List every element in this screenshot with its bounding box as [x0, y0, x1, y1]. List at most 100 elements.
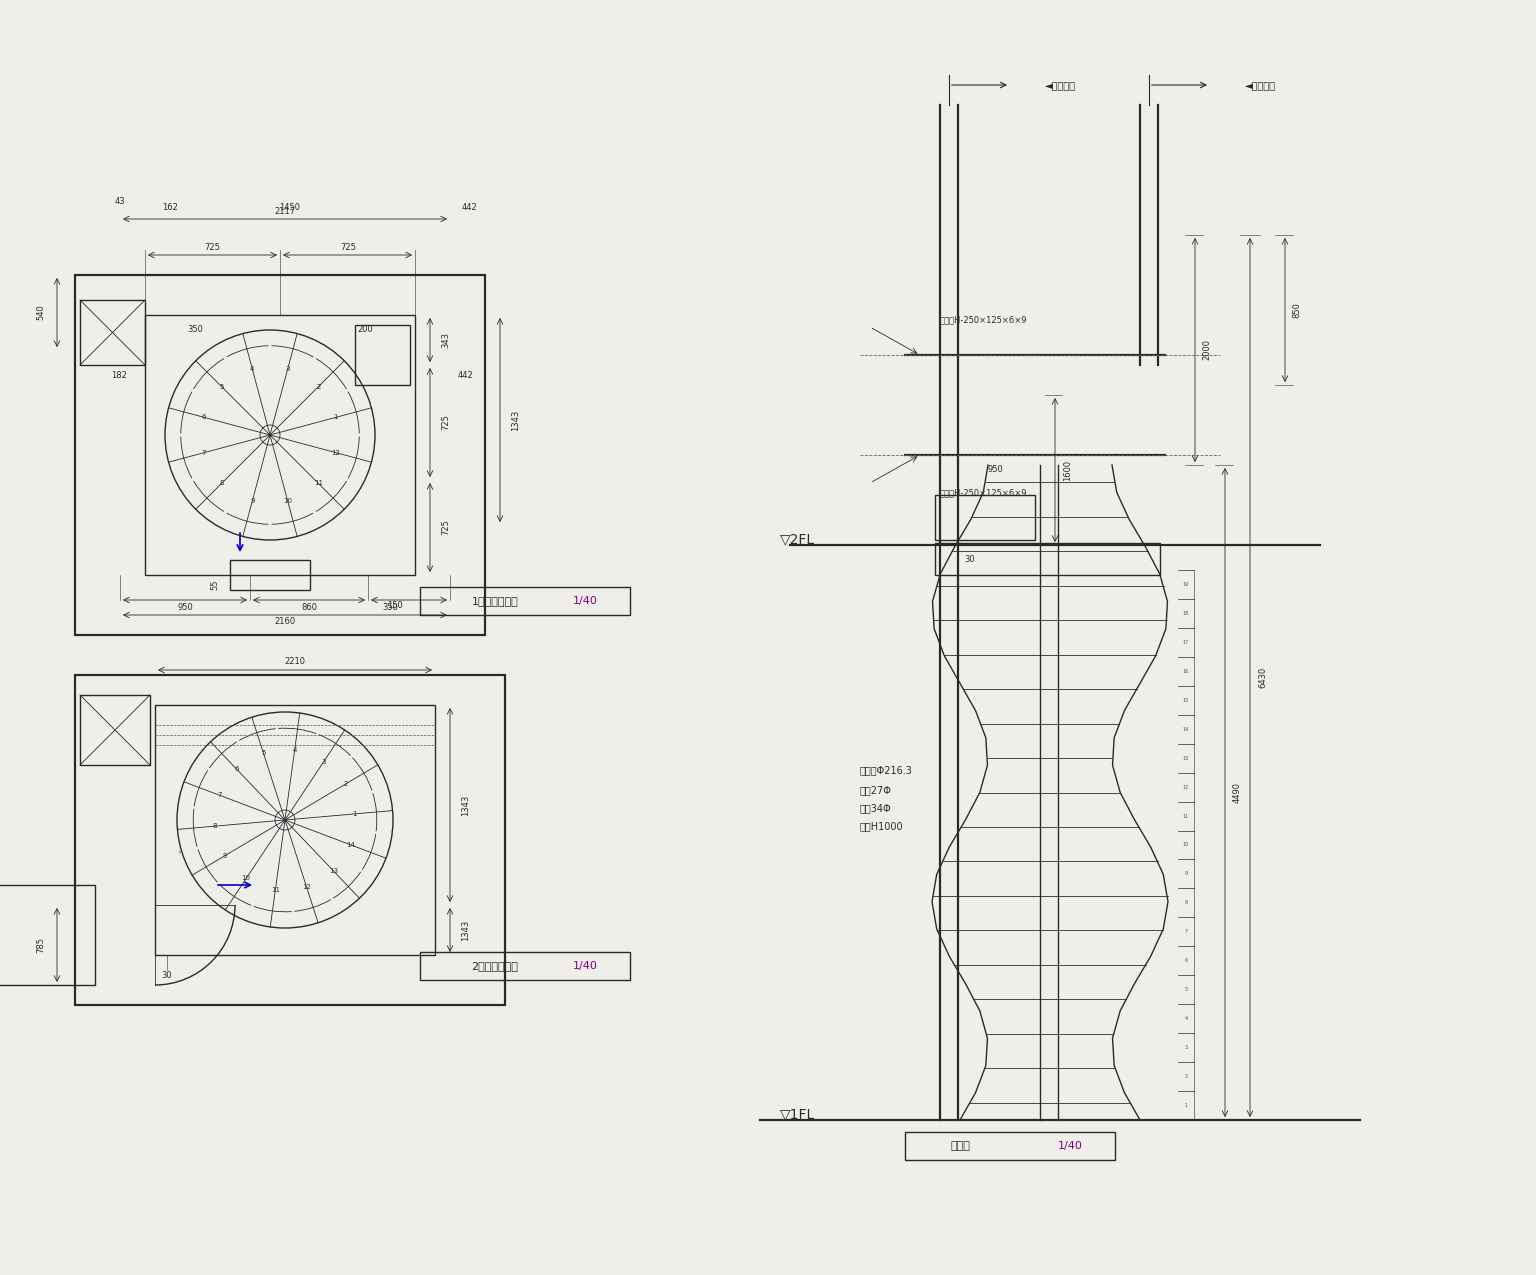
Text: 6: 6 — [1184, 959, 1187, 964]
Text: 343: 343 — [441, 332, 450, 348]
Text: 補強梅H-250×125×6×9: 補強梅H-250×125×6×9 — [940, 315, 1028, 325]
Text: 6: 6 — [201, 414, 206, 421]
Text: 2210: 2210 — [284, 658, 306, 667]
Bar — [0, 885, 95, 986]
Text: 725: 725 — [441, 414, 450, 431]
Bar — [75, 275, 485, 635]
Bar — [419, 952, 630, 980]
Text: 2: 2 — [316, 384, 321, 390]
Text: 12: 12 — [1183, 784, 1189, 789]
Text: 9: 9 — [1184, 871, 1187, 876]
Text: 1: 1 — [353, 811, 358, 817]
Text: 950: 950 — [177, 603, 194, 612]
Text: 7: 7 — [1184, 929, 1187, 935]
Text: 350: 350 — [187, 325, 203, 334]
Text: 2000: 2000 — [1203, 339, 1212, 361]
Text: 階段柱Φ216.3: 階段柱Φ216.3 — [860, 765, 912, 775]
Text: 4: 4 — [250, 366, 255, 372]
Bar — [144, 315, 415, 575]
Text: 手攟34Φ: 手攟34Φ — [860, 803, 891, 813]
Bar — [905, 1132, 1115, 1160]
Bar — [230, 560, 310, 590]
Text: 1600: 1600 — [1063, 459, 1072, 481]
Text: 442: 442 — [462, 203, 478, 212]
Text: 1450: 1450 — [280, 203, 301, 212]
Text: 11: 11 — [270, 886, 280, 892]
Bar — [80, 695, 151, 765]
Text: 182: 182 — [111, 371, 127, 380]
Text: 手攟H1000: 手攟H1000 — [860, 821, 903, 831]
Text: 2: 2 — [1184, 1074, 1187, 1079]
Text: 30: 30 — [965, 556, 975, 565]
Text: 200: 200 — [358, 325, 373, 334]
Text: 950: 950 — [988, 465, 1003, 474]
Text: 30: 30 — [161, 970, 172, 979]
Text: 8: 8 — [214, 824, 217, 829]
Text: 9: 9 — [223, 853, 227, 859]
Text: 43: 43 — [115, 196, 126, 205]
Text: 3: 3 — [321, 759, 326, 765]
Text: 15: 15 — [1183, 697, 1189, 703]
Text: 19: 19 — [1183, 581, 1189, 586]
Text: 3: 3 — [1184, 1046, 1187, 1051]
Text: 10: 10 — [241, 876, 250, 881]
Text: 5: 5 — [261, 750, 266, 756]
Bar — [419, 586, 630, 615]
Text: 補強梅H-250×125×6×9: 補強梅H-250×125×6×9 — [940, 488, 1028, 497]
Text: 860: 860 — [301, 603, 316, 612]
Text: ◄既設柱面: ◄既設柱面 — [1044, 80, 1077, 91]
Text: 17: 17 — [1183, 640, 1189, 645]
Text: 1/40: 1/40 — [1058, 1141, 1083, 1151]
Bar — [355, 325, 410, 385]
Text: 18: 18 — [1183, 611, 1189, 616]
Text: 4: 4 — [1184, 1016, 1187, 1021]
Text: 725: 725 — [441, 520, 450, 536]
Text: 手攟27Φ: 手攟27Φ — [860, 785, 892, 796]
Text: 5: 5 — [220, 384, 224, 390]
Text: 11: 11 — [313, 481, 323, 486]
Text: 1/40: 1/40 — [573, 595, 598, 606]
Text: 13: 13 — [1183, 756, 1189, 761]
Text: 1343: 1343 — [511, 409, 521, 431]
Text: 4: 4 — [292, 747, 296, 754]
Text: 725: 725 — [339, 244, 356, 252]
Text: 6: 6 — [235, 766, 240, 773]
Text: 540: 540 — [37, 305, 46, 320]
Text: *: * — [178, 850, 183, 859]
Text: 442: 442 — [458, 371, 473, 380]
Bar — [935, 495, 1035, 541]
Text: 14: 14 — [1183, 727, 1189, 732]
Text: 12: 12 — [303, 884, 310, 890]
Text: 3: 3 — [286, 366, 290, 372]
Text: 16: 16 — [1183, 669, 1189, 673]
Text: 6430: 6430 — [1258, 667, 1267, 689]
Text: 162: 162 — [163, 203, 178, 212]
Text: ▽2FL: ▽2FL — [780, 532, 816, 546]
Text: 1343: 1343 — [461, 794, 470, 816]
Text: 1343: 1343 — [461, 919, 470, 941]
Text: 10: 10 — [283, 499, 292, 504]
Text: 9: 9 — [250, 499, 255, 504]
Text: 2: 2 — [343, 782, 347, 787]
Text: 350: 350 — [382, 603, 398, 612]
Text: 11: 11 — [1183, 813, 1189, 819]
Text: 785: 785 — [37, 937, 46, 952]
Text: ◄既設柱面: ◄既設柱面 — [1246, 80, 1276, 91]
Text: ▽1FL: ▽1FL — [780, 1107, 816, 1121]
Text: 7: 7 — [201, 450, 206, 455]
Text: 立面図: 立面図 — [951, 1141, 969, 1151]
Text: 8: 8 — [220, 481, 224, 486]
Text: 725: 725 — [204, 244, 220, 252]
Text: 2階回り平面図: 2階回り平面図 — [472, 961, 519, 972]
Text: 5: 5 — [1184, 987, 1187, 992]
Text: 1/40: 1/40 — [573, 961, 598, 972]
Text: 8: 8 — [1184, 900, 1187, 905]
Text: 1: 1 — [333, 414, 338, 421]
Text: 12: 12 — [332, 450, 341, 455]
Text: 13: 13 — [329, 868, 338, 873]
Text: 4490: 4490 — [1232, 782, 1241, 803]
Text: 1: 1 — [1184, 1103, 1187, 1108]
Text: 2117: 2117 — [275, 208, 295, 217]
Bar — [935, 543, 1160, 575]
Text: 1階回り平面図: 1階回り平面図 — [472, 595, 518, 606]
